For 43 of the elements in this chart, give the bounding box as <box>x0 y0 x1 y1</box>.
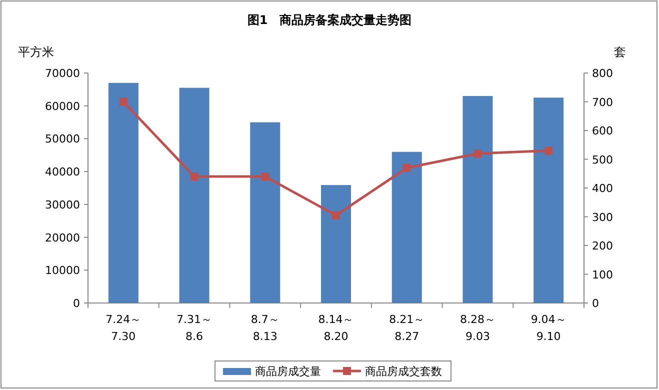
x-tick-label: 8.7～ 8.13 <box>250 313 280 343</box>
point <box>190 172 198 180</box>
y2-tick-label: 400 <box>592 182 613 195</box>
y-tick-label: 60000 <box>45 100 80 113</box>
y-tick-label: 10000 <box>45 264 80 278</box>
y-tick-label: 70000 <box>45 67 80 80</box>
y2-tick-label: 700 <box>592 96 613 109</box>
bar <box>179 88 210 303</box>
y-tick-label: 30000 <box>45 198 80 212</box>
point <box>402 164 411 172</box>
point <box>544 146 553 155</box>
point <box>261 172 270 180</box>
y2-tick-label: 300 <box>592 210 613 224</box>
y-axis-title: 平方米 <box>18 45 54 59</box>
x-tick-label: 8.28～ 9.03 <box>460 313 496 343</box>
y2-tick-label: 0 <box>592 297 599 310</box>
x-tick-label: 9.04～ 9.10 <box>530 313 566 343</box>
x-tick-label: 8.14～ 8.20 <box>318 313 354 343</box>
bar <box>108 82 138 303</box>
y2-tick-label: 100 <box>592 268 613 282</box>
y-tick-label: 50000 <box>45 132 80 146</box>
y-tick-label: 0 <box>73 297 80 310</box>
y-tick-label: 20000 <box>45 231 80 244</box>
point <box>119 98 128 106</box>
bar <box>250 122 280 303</box>
point <box>474 150 482 158</box>
x-tick-label: 8.21～ 8.27 <box>389 313 425 343</box>
point <box>332 211 340 220</box>
y2-axis-title: 套 <box>614 45 626 59</box>
bar <box>321 185 351 303</box>
chart-title: 图1 商品房备案成交量走势图 <box>247 13 412 27</box>
bar <box>392 152 422 303</box>
y2-tick-label: 600 <box>592 124 613 138</box>
legend-label: 商品房成交量 <box>255 365 321 378</box>
legend-label: 商品房成交套数 <box>365 365 442 378</box>
bar <box>534 98 564 303</box>
y2-tick-label: 200 <box>592 240 613 252</box>
bar <box>462 96 493 303</box>
x-tick-label: 7.24～ 7.30 <box>106 313 142 343</box>
x-tick-label: 7.31～ 8.6 <box>176 313 212 343</box>
y2-tick-label: 500 <box>592 153 613 166</box>
y-tick-label: 40000 <box>45 166 80 179</box>
y2-tick-label: 800 <box>592 67 613 80</box>
